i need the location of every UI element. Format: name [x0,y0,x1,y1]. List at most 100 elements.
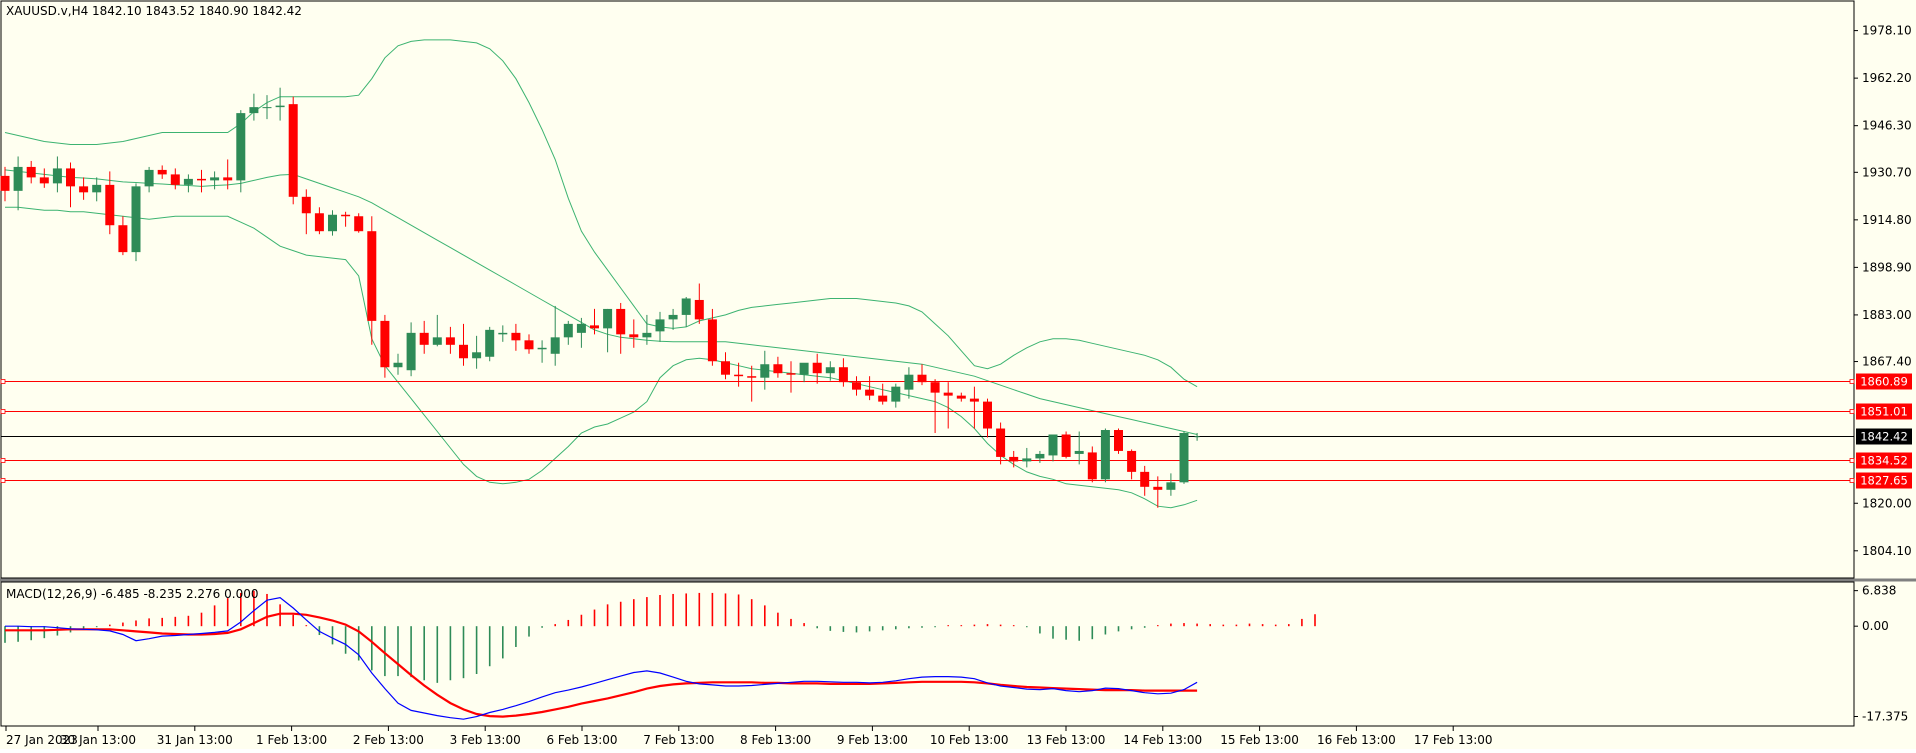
candle-body [52,168,62,184]
level-handle-left-2[interactable] [0,458,6,463]
candle-body [852,382,861,390]
candle-body [760,364,770,378]
level-handle-left-3[interactable] [0,478,6,483]
candle-body [1087,452,1097,480]
level-handle-right-1[interactable] [1849,409,1855,414]
candle-body [629,334,639,338]
candle-body [406,332,416,371]
candle-body [825,367,835,374]
candle-body [1009,456,1019,462]
candle-body [773,364,783,374]
price-tick-label-6: 1883.00 [1862,308,1912,322]
candle-body [956,395,966,399]
candle-body [288,104,298,197]
candle-body [734,374,744,377]
time-tick-label-5: 3 Feb 13:00 [450,733,521,747]
candle-body [262,107,272,109]
candle-body [865,389,875,396]
candle-body [1166,482,1176,490]
candle-body [1114,430,1123,451]
price-tick-label-0: 1978.10 [1862,24,1912,38]
candle-body [1127,450,1137,472]
candle-body [1100,430,1110,480]
candle-body [183,178,193,185]
level-price-label-0: 1860.89 [1860,375,1908,389]
candle-body [1179,433,1189,483]
time-tick-label-11: 13 Feb 13:00 [1027,733,1106,747]
candle-body [92,184,102,193]
time-tick-label-10: 10 Feb 13:00 [930,733,1009,747]
candle-body [1022,458,1032,462]
candle-body [26,166,36,178]
candle-body [603,308,613,329]
price-panel-frame [0,0,1855,579]
time-tick-label-8: 8 Feb 13:00 [740,733,811,747]
candle-body [249,107,259,114]
level-handle-left-0[interactable] [0,379,6,384]
candle-body [983,401,992,429]
horizontal-levels[interactable]: 1860.89 1851.01 1834.52 1827.65 1842.42 [0,373,1912,489]
price-tick-label-8: 1820.00 [1862,496,1912,510]
level-handle-left-1[interactable] [0,409,6,414]
macd-title: MACD(12,26,9) -6.485 -8.235 2.276 0.000 [6,587,258,601]
level-handle-right-3[interactable] [1849,478,1855,483]
candle-body [642,332,652,338]
time-tick-label-2: 31 Jan 13:00 [157,733,233,747]
candle-body [498,332,508,335]
level-price-tag-0 [1856,373,1912,390]
time-tick-label-7: 7 Feb 13:00 [643,733,714,747]
candle-body [105,184,115,226]
time-tick-label-0: 27 Jan 2023 [6,733,78,747]
macd-tick-label-0: 6.838 [1862,584,1896,598]
candle-body [655,319,665,332]
time-tick-label-13: 15 Feb 13:00 [1220,733,1299,747]
price-tick-label-7: 1867.40 [1862,355,1912,369]
candle-body [210,177,220,181]
candle-body [341,214,351,217]
candle-body [563,323,573,338]
candle-body [721,361,730,375]
candle-body [1153,486,1163,490]
candle-body [472,352,482,359]
candle-body [891,386,901,402]
candle-body [668,314,678,320]
level-price-tag-1 [1856,403,1912,420]
candle-body [537,347,547,350]
level-price-tag-3 [1856,472,1912,489]
candle-body [786,373,796,375]
candle-body [236,113,246,181]
candle-body [301,196,311,214]
chart-symbol-label: XAUUSD.v,H4 [6,4,88,18]
candle-body [590,325,599,329]
indicator-panel-frame [0,581,1855,727]
price-tick-label-3: 1930.70 [1862,165,1912,179]
candle-body [904,374,914,390]
price-tick-label-5: 1898.90 [1862,260,1912,274]
candle-body [419,332,429,345]
level-price-label-1: 1851.01 [1860,405,1908,419]
candle-body [511,332,521,341]
price-tick-label-2: 1946.30 [1862,119,1912,133]
candle-body [707,319,717,362]
candle-body [445,337,455,345]
time-tick-label-14: 16 Feb 13:00 [1317,733,1396,747]
candle-body [747,376,757,378]
candle-body [1048,434,1058,456]
candle-body [275,105,285,108]
candle-body [930,382,940,393]
macd-main-line [5,596,1198,720]
level-handle-right-0[interactable] [1849,379,1855,384]
level-price-label-3: 1827.65 [1860,474,1908,488]
level-handle-right-2[interactable] [1849,458,1855,463]
candle-body [13,166,23,191]
candle-body [170,174,180,185]
time-tick-label-12: 14 Feb 13:00 [1123,733,1202,747]
time-tick-label-15: 17 Feb 13:00 [1414,733,1493,747]
macd-tick-label-1: 0.00 [1862,619,1889,633]
candle-body [996,428,1006,457]
candle-body [681,298,691,315]
